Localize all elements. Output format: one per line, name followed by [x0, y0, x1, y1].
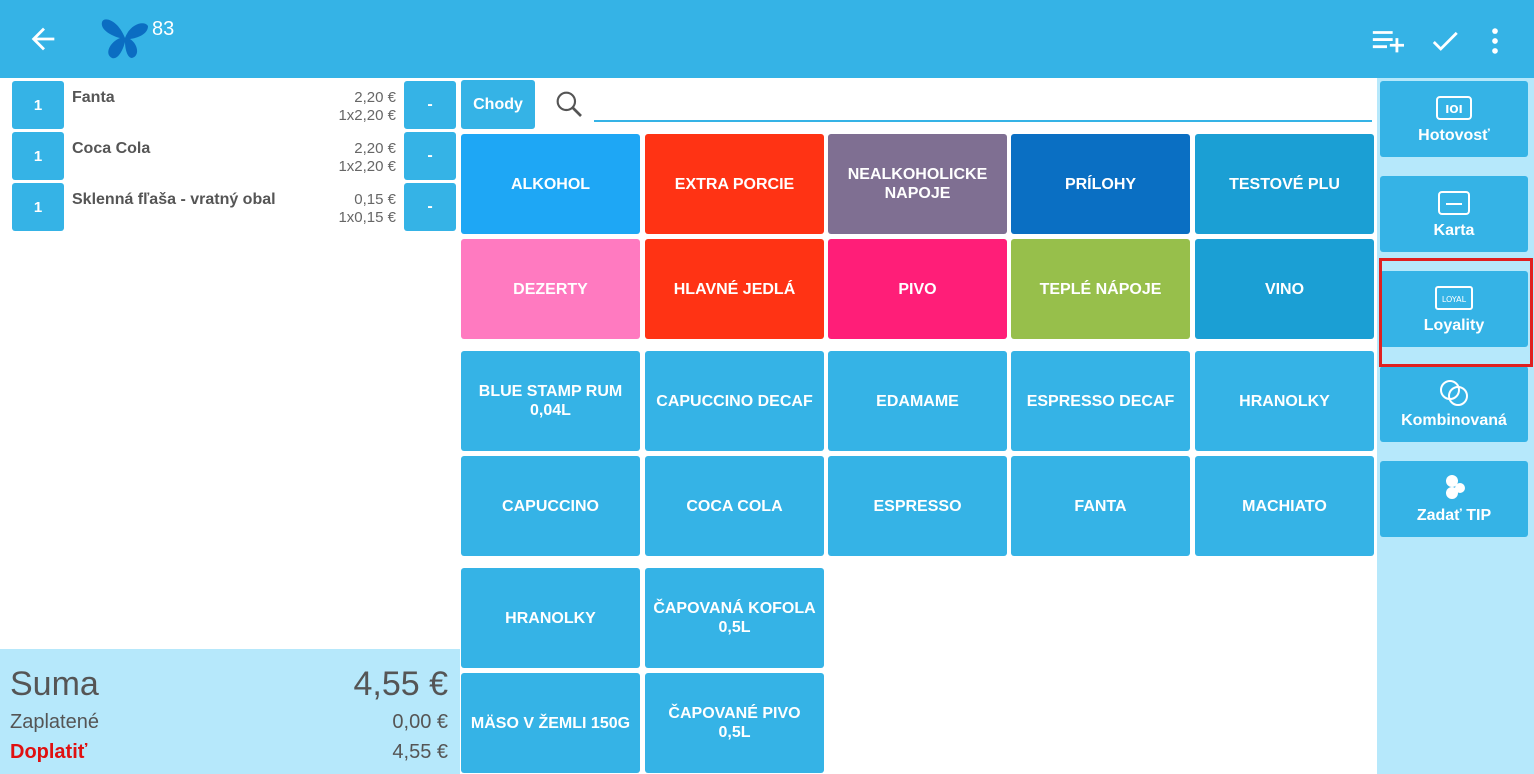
product-tile[interactable]: BLUE STAMP RUM 0,04L: [461, 351, 640, 451]
totals-panel: Suma 4,55 € Zaplatené 0,00 € Doplatiť 4,…: [0, 649, 460, 774]
tip-icon: [1446, 475, 1465, 499]
payment-label: Loyality: [1423, 317, 1485, 334]
top-bar: 83: [0, 0, 1534, 78]
loyalty-highlight-box: [1379, 258, 1533, 367]
category-tile[interactable]: ALKOHOL: [461, 134, 640, 234]
order-item[interactable]: 1 Fanta 2,20 € 1x2,20 € -: [0, 81, 460, 129]
remove-item-button[interactable]: -: [404, 81, 456, 129]
category-tile[interactable]: PRÍLOHY: [1011, 134, 1190, 234]
item-name: Fanta: [72, 89, 115, 106]
payment-label: Hotovosť: [1418, 127, 1490, 144]
item-total: 2,20 €: [354, 89, 396, 106]
item-name: Sklenná fľaša - vratný obal: [72, 191, 276, 208]
category-tile[interactable]: NEALKOHOLICKE NAPOJE: [828, 134, 1007, 234]
quantity-button[interactable]: 1: [12, 183, 64, 231]
item-price: 2,20 € 1x2,20 €: [338, 140, 396, 176]
item-unit-price: 1x0,15 €: [338, 209, 396, 226]
svg-text:LOYAL: LOYAL: [1442, 295, 1467, 304]
tip-button[interactable]: Zadať TIP: [1380, 461, 1528, 537]
item-total: 0,15 €: [354, 191, 396, 208]
product-tile[interactable]: ESPRESSO: [828, 456, 1007, 556]
product-tile[interactable]: CAPUCCINO DECAF: [645, 351, 824, 451]
quantity-button[interactable]: 1: [12, 132, 64, 180]
due-label: Doplatiť: [10, 741, 88, 763]
product-tile[interactable]: CAPUCCINO: [461, 456, 640, 556]
category-tile[interactable]: EXTRA PORCIE: [645, 134, 824, 234]
category-tile[interactable]: TESTOVÉ PLU: [1195, 134, 1374, 234]
payment-panel: IOI Hotovosť Karta LOYAL Loyality Kombin…: [1377, 78, 1534, 774]
due-value: 4,55 €: [392, 741, 448, 763]
category-tile[interactable]: TEPLÉ NÁPOJE: [1011, 239, 1190, 339]
cash-icon: IOI: [1436, 96, 1472, 120]
product-tile[interactable]: ČAPOVANÉ PIVO 0,5L: [645, 673, 824, 773]
product-tile[interactable]: HRANOLKY: [1195, 351, 1374, 451]
item-name: Coca Cola: [72, 140, 151, 157]
combined-icon: [1440, 380, 1468, 406]
card-icon: [1438, 191, 1470, 215]
category-tile[interactable]: VINO: [1195, 239, 1374, 339]
payment-label: Kombinovaná: [1401, 412, 1507, 429]
order-item[interactable]: 1 Coca Cola 2,20 € 1x2,20 € -: [0, 132, 460, 180]
card-payment-button[interactable]: Karta: [1380, 176, 1528, 252]
order-number: 83: [152, 18, 175, 40]
quantity-button[interactable]: 1: [12, 81, 64, 129]
paid-value: 0,00 €: [392, 711, 448, 733]
item-unit-price: 1x2,20 €: [338, 158, 396, 175]
chody-button[interactable]: Chody: [461, 80, 535, 129]
product-tile[interactable]: EDAMAME: [828, 351, 1007, 451]
item-price: 2,20 € 1x2,20 €: [338, 89, 396, 125]
svg-text:IOI: IOI: [1445, 103, 1463, 116]
search-icon[interactable]: [553, 88, 585, 120]
loyalty-payment-button[interactable]: LOYAL Loyality: [1380, 271, 1528, 347]
item-price: 0,15 € 1x0,15 €: [338, 191, 396, 227]
item-total: 2,20 €: [354, 140, 396, 157]
sum-value: 4,55 €: [353, 665, 448, 703]
product-tile[interactable]: HRANOLKY: [461, 568, 640, 668]
loyalty-icon: LOYAL: [1435, 286, 1473, 310]
order-item[interactable]: 1 Sklenná fľaša - vratný obal 0,15 € 1x0…: [0, 183, 460, 231]
remove-item-button[interactable]: -: [404, 132, 456, 180]
payment-label: Zadať TIP: [1416, 507, 1492, 524]
check-icon[interactable]: [1428, 24, 1462, 58]
payment-label: Karta: [1433, 222, 1475, 239]
butterfly-logo-icon: [101, 19, 148, 59]
category-tile[interactable]: PIVO: [828, 239, 1007, 339]
more-vertical-icon[interactable]: [1478, 24, 1512, 58]
category-tile[interactable]: HLAVNÉ JEDLÁ: [645, 239, 824, 339]
combined-payment-button[interactable]: Kombinovaná: [1380, 366, 1528, 442]
product-tile[interactable]: MÄSO V ŽEMLI 150G: [461, 673, 640, 773]
add-list-icon[interactable]: [1370, 24, 1404, 58]
product-tile[interactable]: FANTA: [1011, 456, 1190, 556]
item-unit-price: 1x2,20 €: [338, 107, 396, 124]
search-input[interactable]: [594, 88, 1372, 122]
product-tile[interactable]: ČAPOVANÁ KOFOLA 0,5L: [645, 568, 824, 668]
back-arrow-icon[interactable]: [26, 22, 60, 56]
sum-label: Suma: [10, 665, 99, 703]
category-tile[interactable]: DEZERTY: [461, 239, 640, 339]
cash-payment-button[interactable]: IOI Hotovosť: [1380, 81, 1528, 157]
product-tile[interactable]: MACHIATO: [1195, 456, 1374, 556]
paid-label: Zaplatené: [10, 711, 99, 733]
product-tile[interactable]: COCA COLA: [645, 456, 824, 556]
product-tile[interactable]: ESPRESSO DECAF: [1011, 351, 1190, 451]
remove-item-button[interactable]: -: [404, 183, 456, 231]
